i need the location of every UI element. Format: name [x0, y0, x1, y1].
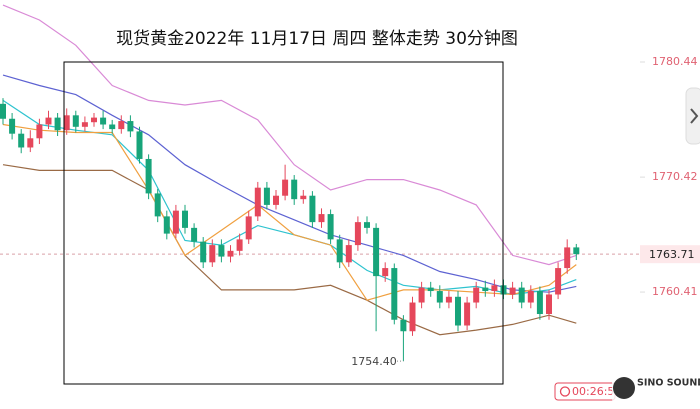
candle-body	[518, 287, 525, 303]
logo-bg	[612, 373, 700, 403]
candle-body	[336, 239, 343, 263]
timer-text: 00:26:5	[572, 385, 614, 398]
candle-body	[227, 250, 234, 257]
candle-body	[391, 268, 398, 320]
candle-body	[54, 117, 61, 131]
indicator-line	[2, 99, 577, 296]
candle-body	[464, 302, 471, 326]
clock-icon	[559, 386, 571, 397]
last-price-label: 1763.71	[649, 248, 695, 261]
indicator-lines	[2, 4, 577, 336]
candle-body	[154, 193, 161, 217]
candle-body	[536, 291, 543, 315]
candle-body	[509, 287, 516, 295]
candle-body	[81, 122, 88, 127]
candle-body	[127, 121, 134, 132]
candle-body	[63, 115, 70, 131]
candle-body	[209, 245, 216, 263]
arrow-icon	[690, 108, 699, 124]
candle-body	[527, 291, 534, 303]
candle-body	[373, 227, 380, 277]
candle-body	[364, 222, 370, 228]
candle-body	[163, 216, 170, 234]
candle-body	[345, 245, 352, 263]
y-axis: 1760.41 1770.42 1780.44 1763.71	[640, 55, 700, 298]
candle-body	[418, 287, 425, 303]
candle-body	[145, 158, 152, 194]
candle-body	[546, 294, 552, 315]
candle-body	[573, 247, 580, 255]
candle-body	[555, 268, 562, 295]
plot-background	[0, 61, 645, 293]
candle-body	[100, 117, 107, 125]
scroll-button[interactable]	[685, 87, 700, 145]
logo-mark	[613, 377, 635, 399]
candle-body	[400, 319, 407, 332]
candle-body	[427, 287, 434, 292]
logo-text: SINO SOUND	[637, 378, 700, 389]
y-tick-label: 1760.41	[652, 285, 698, 298]
candle-body	[182, 210, 188, 228]
indicator-line	[2, 74, 577, 293]
last-price-box	[640, 245, 700, 264]
candle-body	[263, 187, 270, 205]
candle-body	[300, 195, 307, 200]
candle-body	[309, 195, 316, 223]
candle-body	[91, 117, 97, 123]
candle-body	[118, 121, 125, 130]
candle-body	[564, 247, 571, 269]
candle-body	[236, 239, 243, 251]
candle-body	[218, 245, 225, 257]
candle-body	[445, 296, 452, 303]
candle-body	[245, 216, 252, 240]
candle-body	[72, 115, 79, 127]
candle-body	[291, 179, 298, 200]
candle-body	[172, 210, 179, 234]
candle-body	[482, 287, 489, 292]
highlight-box	[63, 61, 504, 385]
candle-body	[0, 103, 6, 119]
candle-body	[254, 187, 261, 217]
candle-body	[200, 241, 207, 263]
indicator-line	[2, 123, 577, 301]
candle-body	[327, 214, 334, 240]
indicator-line	[2, 4, 577, 266]
timer: 00:26:5	[554, 382, 616, 401]
chart-title: 现货黄金2022年 11月17日 周四 整体走势 30分钟图	[116, 29, 518, 49]
candle-body	[436, 291, 443, 303]
candle-body	[191, 227, 198, 242]
candle-body	[282, 179, 289, 196]
low-label: 1754.40	[351, 355, 397, 368]
candle-body	[109, 124, 116, 130]
candle-body	[318, 214, 325, 223]
scroll-button-bg[interactable]	[685, 87, 700, 145]
candle-body	[18, 133, 25, 148]
y-tick-label: 1780.44	[652, 55, 698, 68]
indicator-line	[2, 164, 577, 336]
candle-body	[409, 302, 416, 332]
candle-body	[455, 296, 461, 326]
candle-body	[36, 124, 43, 139]
candle-body	[491, 285, 498, 292]
candle-body	[9, 118, 16, 134]
candle-body	[473, 287, 480, 303]
candle-body	[354, 222, 361, 246]
logo: SINO SOUND	[612, 373, 700, 403]
candle-body	[45, 117, 52, 125]
candle-body	[136, 131, 143, 159]
candles	[0, 98, 580, 362]
candle-body	[273, 195, 279, 205]
y-tick-label: 1770.42	[652, 170, 698, 183]
candle-body	[27, 138, 34, 148]
candle-body	[382, 268, 389, 277]
